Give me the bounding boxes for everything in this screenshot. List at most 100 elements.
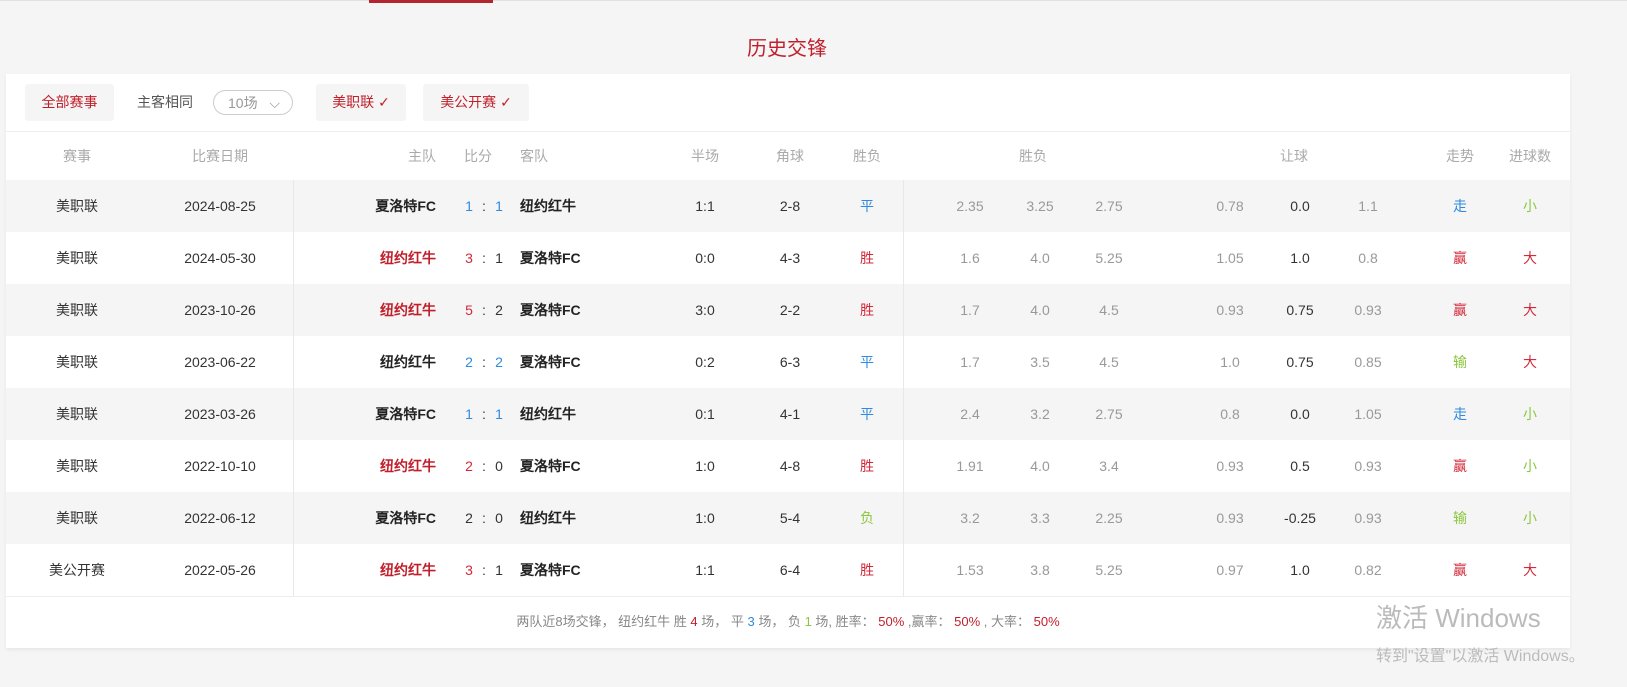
cell-home[interactable]: 纽约红牛 (380, 458, 436, 474)
cell-s2: 1 (495, 562, 503, 578)
match-count-select[interactable]: 10场 ⌵ (213, 90, 293, 115)
summary-cover-rate: 50% (954, 614, 981, 629)
same-home-away-toggle[interactable]: 主客相同 (137, 94, 193, 110)
cell-corner: 6-4 (779, 562, 801, 578)
all-events-button[interactable]: 全部赛事 (25, 84, 114, 121)
summary-text: 场， 负 (754, 614, 805, 629)
table-row[interactable]: 美职联 2024-08-25 夏洛特FC 1:1 纽约红牛 1:1 2-8 平 2.35 3.25… (6, 180, 1570, 232)
column-divider (903, 180, 904, 232)
cell-goals: 大 (1523, 354, 1537, 370)
header-date: 比赛日期 (192, 148, 248, 164)
cell-home[interactable]: 夏洛特FC (375, 198, 436, 214)
cell-o1: 1.7 (960, 354, 980, 370)
cell-away[interactable]: 纽约红牛 (520, 198, 576, 214)
cell-h1: 0.97 (1216, 562, 1244, 578)
cell-o2: 3.8 (1030, 562, 1050, 578)
cell-away[interactable]: 纽约红牛 (520, 406, 576, 422)
cell-away[interactable]: 夏洛特FC (520, 354, 581, 370)
cell-home[interactable]: 夏洛特FC (375, 510, 436, 526)
cell-o2: 4.0 (1030, 250, 1050, 266)
filter-mls-button[interactable]: 美职联 ✓ (316, 84, 406, 121)
summary-text: 场， 平 (697, 614, 748, 629)
cell-h2: 1.0 (1290, 250, 1310, 266)
cell-away[interactable]: 夏洛特FC (520, 250, 581, 266)
active-tab-indicator[interactable] (369, 0, 493, 3)
header-home: 主队 (408, 148, 436, 164)
cell-corner: 5-4 (779, 510, 801, 526)
summary: 两队近8场交锋， 纽约红牛 胜 4 场， 平 3 场， 负 1 场, 胜率： 5… (6, 596, 1570, 649)
cell-o2: 3.25 (1026, 198, 1054, 214)
cell-goals: 大 (1523, 250, 1537, 266)
cell-corner: 4-8 (779, 458, 801, 474)
cell-half: 0:2 (695, 354, 715, 370)
summary-draws: 3 (747, 614, 755, 629)
cell-s1: 2 (465, 354, 473, 370)
summary-text: 场, 胜率： (811, 614, 879, 629)
cell-o1: 3.2 (960, 510, 980, 526)
table-row[interactable]: 美职联 2022-10-10 纽约红牛 2:0 夏洛特FC 1:0 4-8 胜 1.91 4.0 3… (6, 440, 1570, 492)
cell-half: 1:0 (695, 458, 715, 474)
cell-sep: : (482, 250, 486, 266)
cell-goals: 大 (1523, 562, 1537, 578)
cell-o1: 1.7 (960, 302, 980, 318)
cell-trend: 走 (1453, 198, 1467, 214)
cell-o1: 1.91 (956, 458, 984, 474)
column-divider (903, 440, 904, 492)
table-header: 赛事 比赛日期 主队 比分 客队 半场 角球 胜负 胜负 让球 走势 进球数 (6, 132, 1570, 180)
summary-text: , 大率： (980, 614, 1034, 629)
cell-away[interactable]: 纽约红牛 (520, 510, 576, 526)
cell-trend: 输 (1453, 354, 1467, 370)
cell-home[interactable]: 夏洛特FC (375, 406, 436, 422)
cell-s1: 5 (465, 302, 473, 318)
filter-bar: 全部赛事 主客相同 10场 ⌵ 美职联 ✓ 美公开赛 ✓ (6, 74, 1570, 132)
cell-half: 1:1 (695, 562, 715, 578)
cell-home[interactable]: 纽约红牛 (380, 302, 436, 318)
cell-s1: 2 (465, 510, 473, 526)
match-count-value: 10场 (228, 95, 258, 111)
cell-h1: 0.93 (1216, 302, 1244, 318)
cell-sep: : (482, 510, 486, 526)
cell-home[interactable]: 纽约红牛 (380, 250, 436, 266)
table-row[interactable]: 美职联 2023-10-26 纽约红牛 5:2 夏洛特FC 3:0 2-2 胜 1.7 4.0 4.… (6, 284, 1570, 336)
cell-o2: 4.0 (1030, 302, 1050, 318)
cell-home[interactable]: 纽约红牛 (380, 562, 436, 578)
table-row[interactable]: 美职联 2022-06-12 夏洛特FC 2:0 纽约红牛 1:0 5-4 负 3.2 3.3 2.… (6, 492, 1570, 544)
top-border (0, 0, 1627, 1)
column-divider (903, 388, 904, 440)
cell-event: 美职联 (56, 510, 98, 526)
cell-o3: 5.25 (1095, 250, 1123, 266)
cell-h3: 0.93 (1354, 302, 1382, 318)
summary-text: 两队近8场交锋， 纽约红牛 胜 (516, 614, 691, 629)
cell-o1: 2.4 (960, 406, 980, 422)
header-trend: 走势 (1446, 148, 1474, 164)
table-row[interactable]: 美职联 2023-06-22 纽约红牛 2:2 夏洛特FC 0:2 6-3 平 1.7 3.5 4.… (6, 336, 1570, 388)
table-row[interactable]: 美职联 2023-03-26 夏洛特FC 1:1 纽约红牛 0:1 4-1 平 2.4 3.2 2.… (6, 388, 1570, 440)
cell-home[interactable]: 纽约红牛 (380, 354, 436, 370)
table-row[interactable]: 美公开赛 2022-05-26 纽约红牛 3:1 夏洛特FC 1:1 6-4 胜 1.53 3.8… (6, 544, 1570, 596)
chevron-down-icon: ⌵ (269, 95, 280, 111)
column-divider (293, 544, 294, 596)
cell-event: 美职联 (56, 302, 98, 318)
cell-h3: 0.82 (1354, 562, 1382, 578)
cell-o1: 2.35 (956, 198, 984, 214)
cell-away[interactable]: 夏洛特FC (520, 458, 581, 474)
cell-o3: 5.25 (1095, 562, 1123, 578)
table-row[interactable]: 美职联 2024-05-30 纽约红牛 3:1 夏洛特FC 0:0 4-3 胜 1.6 4.0 5.… (6, 232, 1570, 284)
head-to-head-panel: 全部赛事 主客相同 10场 ⌵ 美职联 ✓ 美公开赛 ✓ 赛事 比赛日期 主队 比… (6, 74, 1570, 648)
cell-s1: 1 (465, 198, 473, 214)
cell-o2: 3.5 (1030, 354, 1050, 370)
column-divider (903, 284, 904, 336)
cell-o3: 4.5 (1099, 302, 1119, 318)
cell-half: 3:0 (695, 302, 715, 318)
summary-wins: 4 (690, 614, 698, 629)
header-score: 比分 (464, 148, 492, 164)
cell-goals: 小 (1523, 198, 1537, 214)
cell-away[interactable]: 夏洛特FC (520, 562, 581, 578)
cell-away[interactable]: 夏洛特FC (520, 302, 581, 318)
cell-h3: 0.93 (1354, 510, 1382, 526)
cell-date: 2022-05-26 (184, 562, 256, 578)
filter-us-open-cup-button[interactable]: 美公开赛 ✓ (423, 84, 529, 121)
cell-h2: 1.0 (1290, 562, 1310, 578)
cell-event: 美职联 (56, 458, 98, 474)
cell-date: 2022-06-12 (184, 510, 256, 526)
